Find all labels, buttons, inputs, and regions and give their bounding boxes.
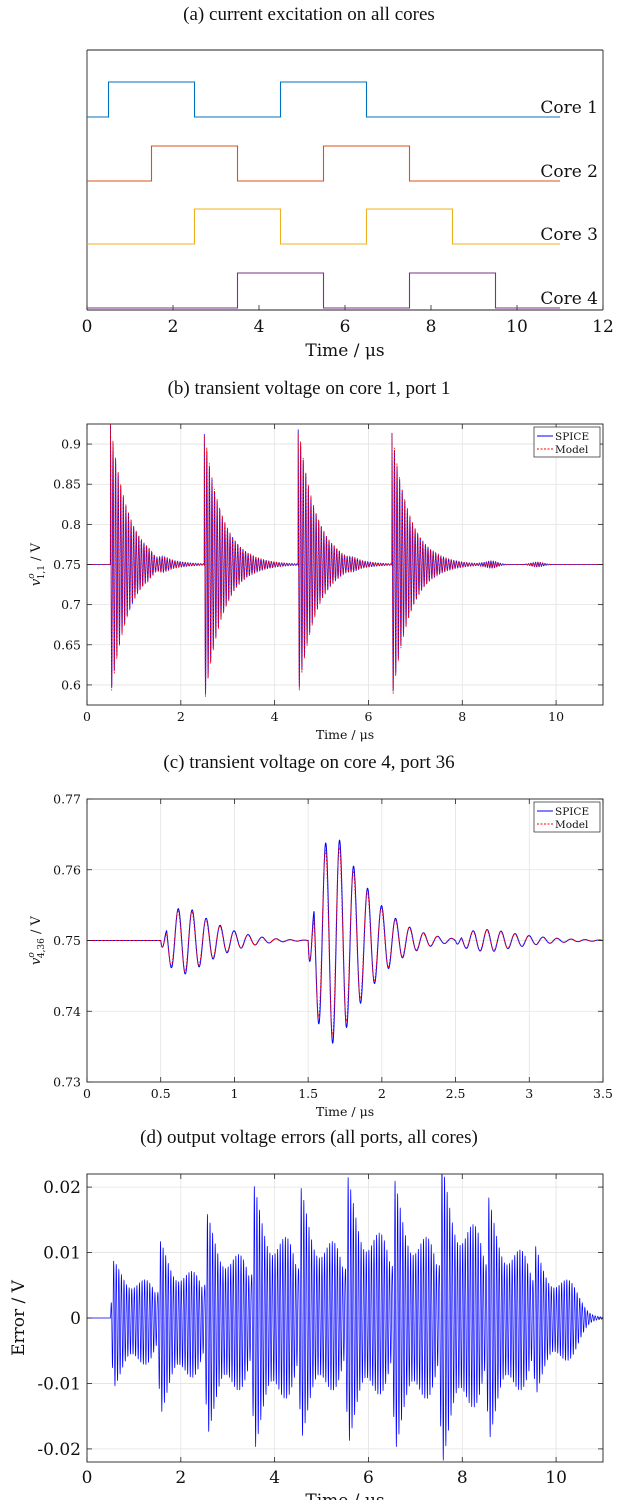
panel-d-xtick-label: 10 bbox=[545, 1468, 567, 1488]
panel-d-xlabel: Time / μs bbox=[305, 1491, 384, 1500]
panel-a-xtick-label: 8 bbox=[426, 317, 437, 337]
panel-d-ytick-label: 0.02 bbox=[43, 1178, 81, 1198]
series-line-core-1 bbox=[87, 81, 560, 118]
panel-c-ytick-label: 0.76 bbox=[53, 862, 81, 877]
series-label-core-4: Core 4 bbox=[540, 289, 598, 309]
panel-b-frame bbox=[86, 423, 604, 706]
panel-b-ytick-label: 0.85 bbox=[53, 477, 81, 492]
panel-b-legend bbox=[533, 426, 601, 458]
panel-b-ylabel-sub: 1,1 bbox=[37, 565, 47, 579]
panel-d-ytick-label: -0.02 bbox=[37, 1440, 81, 1460]
panel-d-xtick-label: 8 bbox=[457, 1468, 468, 1488]
panel-b-legend-label-spice: SPICE bbox=[555, 431, 589, 443]
panel-a-title: (a) current excitation on all cores bbox=[183, 4, 435, 25]
panel-b-xtick-label: 6 bbox=[364, 709, 372, 724]
panel-a-xtick-label: 12 bbox=[592, 317, 614, 337]
series-label-core-2: Core 2 bbox=[540, 162, 598, 182]
series-line-model bbox=[87, 424, 603, 697]
panel-c-ytick-label: 0.73 bbox=[53, 1075, 81, 1090]
panel-d-ytick-label: 0.01 bbox=[43, 1244, 81, 1264]
series-line-core-3 bbox=[87, 208, 560, 245]
series-label-core-1: Core 1 bbox=[540, 98, 598, 118]
panel-b-xtick-label: 0 bbox=[83, 709, 91, 724]
panel-b-ytick-label: 0.65 bbox=[53, 637, 81, 652]
panel-b-xtick-label: 10 bbox=[548, 709, 564, 724]
panel-a-xtick-label: 10 bbox=[506, 317, 528, 337]
panel-b-axes bbox=[86, 424, 603, 705]
panel-b-legend-label-model: Model bbox=[555, 444, 589, 456]
panel-a-xtick-label: 4 bbox=[254, 317, 265, 337]
panel-c-xtick-label: 3.5 bbox=[593, 1086, 613, 1101]
panel-b-ylabel: vo1,1 / V bbox=[27, 542, 47, 586]
panel-b-ytick-label: 0.7 bbox=[61, 597, 81, 612]
series-label-core-3: Core 3 bbox=[540, 225, 598, 245]
panel-c-legend-label-spice: SPICE bbox=[555, 806, 589, 818]
panel-c-ylabel-sup: o bbox=[27, 952, 37, 958]
panel-b-ytick-label: 0.6 bbox=[61, 677, 81, 692]
panel-d-xtick-label: 2 bbox=[175, 1468, 186, 1488]
panel-d-ytick-label: 0 bbox=[70, 1309, 81, 1329]
panel-c-frame bbox=[86, 798, 604, 1083]
series-line-model bbox=[87, 846, 603, 1037]
panel-c-legend-label-model: Model bbox=[555, 819, 589, 831]
panel-a-xtick-label: 2 bbox=[168, 317, 179, 337]
panel-c-legend-box bbox=[533, 801, 601, 833]
panel-d-xtick-label: 6 bbox=[363, 1468, 374, 1488]
panel-c-xtick-label: 1 bbox=[230, 1086, 238, 1101]
panel-c-title: (c) transient voltage on core 4, port 36 bbox=[163, 752, 455, 773]
panel-d-xtick-label: 4 bbox=[269, 1468, 280, 1488]
panel-d-frame bbox=[86, 1173, 604, 1463]
panel-c-ylabel-sub: 4,36 bbox=[37, 938, 47, 958]
panel-c-xtick-label: 2.5 bbox=[446, 1086, 466, 1101]
panel-b-legend-box bbox=[533, 426, 601, 458]
panel-b-ytick-label: 0.9 bbox=[61, 437, 81, 452]
panel-c-xtick-label: 1.5 bbox=[298, 1086, 318, 1101]
panel-d-ylabel: Error / V bbox=[9, 1279, 29, 1356]
panel-d-ytick-label: -0.01 bbox=[37, 1374, 81, 1394]
panel-c-ylabel: vo4,36 / V bbox=[27, 915, 47, 964]
panel-c-ylabel-unit: / V bbox=[29, 915, 44, 938]
panel-b-ylabel-var: v bbox=[29, 578, 44, 586]
panel-b-ytick-label: 0.75 bbox=[53, 557, 81, 572]
panel-b-xtick-label: 4 bbox=[271, 709, 279, 724]
series-line-core-4 bbox=[87, 272, 560, 309]
panel-b-title: (b) transient voltage on core 1, port 1 bbox=[167, 378, 451, 399]
panel-c-legend bbox=[533, 801, 601, 833]
panel-a-xtick-label: 0 bbox=[82, 317, 93, 337]
panel-c-ytick-label: 0.75 bbox=[53, 933, 81, 948]
panel-c-xtick-label: 3 bbox=[525, 1086, 533, 1101]
panel-b-xtick-label: 2 bbox=[177, 709, 185, 724]
panel-c-xlabel: Time / μs bbox=[316, 1104, 374, 1119]
panel-c-xtick-label: 0 bbox=[83, 1086, 91, 1101]
panel-c-xtick-label: 0.5 bbox=[151, 1086, 171, 1101]
series-line-core-2 bbox=[87, 145, 560, 182]
panel-c-ylabel-var: v bbox=[29, 957, 44, 965]
series-line-error bbox=[87, 1174, 603, 1461]
panel-b-xtick-label: 8 bbox=[458, 709, 466, 724]
panel-a-xlabel: Time / μs bbox=[305, 341, 384, 361]
panel-b-ytick-label: 0.8 bbox=[61, 517, 81, 532]
panel-b-xlabel: Time / μs bbox=[316, 727, 374, 742]
panel-d-xtick-label: 0 bbox=[82, 1468, 93, 1488]
panel-a-xtick-label: 6 bbox=[340, 317, 351, 337]
panel-b-ylabel-unit: / V bbox=[29, 542, 44, 565]
series-line-spice bbox=[87, 424, 603, 695]
panel-d-title: (d) output voltage errors (all ports, al… bbox=[140, 1127, 478, 1148]
panel-c-ytick-label: 0.77 bbox=[53, 792, 81, 807]
panel-b-ylabel-sup: o bbox=[27, 573, 37, 579]
panel-c-xtick-label: 2 bbox=[378, 1086, 386, 1101]
panel-c-ytick-label: 0.74 bbox=[53, 1004, 81, 1019]
